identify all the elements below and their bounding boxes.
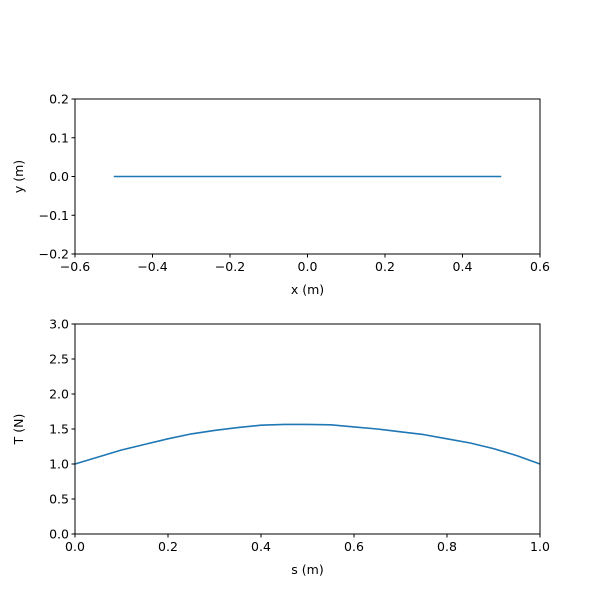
x-tick-label: 0.4 [251,539,271,554]
y-tick-label: 2.0 [49,387,69,402]
y-tick-label: −0.1 [39,208,69,223]
x-tick-label: −0.6 [60,259,90,274]
x-tick-label: 0.8 [437,539,457,554]
x-tick-label: −0.4 [137,259,167,274]
y-tick-label: 0.0 [49,527,69,542]
plot-frame [74,323,541,535]
y-tick-label: 3.0 [49,317,69,332]
x-axis-label: s (m) [291,562,323,577]
x-tick-label: −0.2 [215,259,245,274]
y-tick-label: −0.2 [39,247,69,262]
y-tick-label: 1.5 [49,422,69,437]
y-tick-label: 2.5 [49,352,69,367]
x-tick-label: 0.6 [530,259,550,274]
x-tick-label: 0.0 [298,259,318,274]
top-plot: −0.6 −0.4 −0.2 0.0 0.2 0.4 0.6 −0.2 −0.1 0.0 0.1 0.… [11,92,550,298]
y-tick-label: 0.5 [49,492,69,507]
x-tick-label: 1.0 [530,539,550,554]
x-tick-label: 0.2 [158,539,178,554]
x-tick-label: 0.6 [344,539,364,554]
y-tick-label: 0.2 [49,92,69,107]
y-tick-label: 0.0 [49,169,69,184]
y-axis-label: T (N) [11,414,26,446]
bottom-plot: 0.0 0.2 0.4 0.6 0.8 1.0 0.0 0.5 1.0 1.5 2.0 2.5 3.0 s… [11,317,550,578]
y-axis-label: y (m) [11,160,26,193]
x-axis-label: x (m) [291,282,324,297]
x-tick-label: 0.4 [453,259,473,274]
y-tick-label: 0.1 [49,130,69,145]
x-tick-label: 0.0 [65,539,85,554]
series-line-0 [74,423,541,465]
y-tick-label: 1.0 [49,457,69,472]
x-tick-label: 0.2 [375,259,395,274]
